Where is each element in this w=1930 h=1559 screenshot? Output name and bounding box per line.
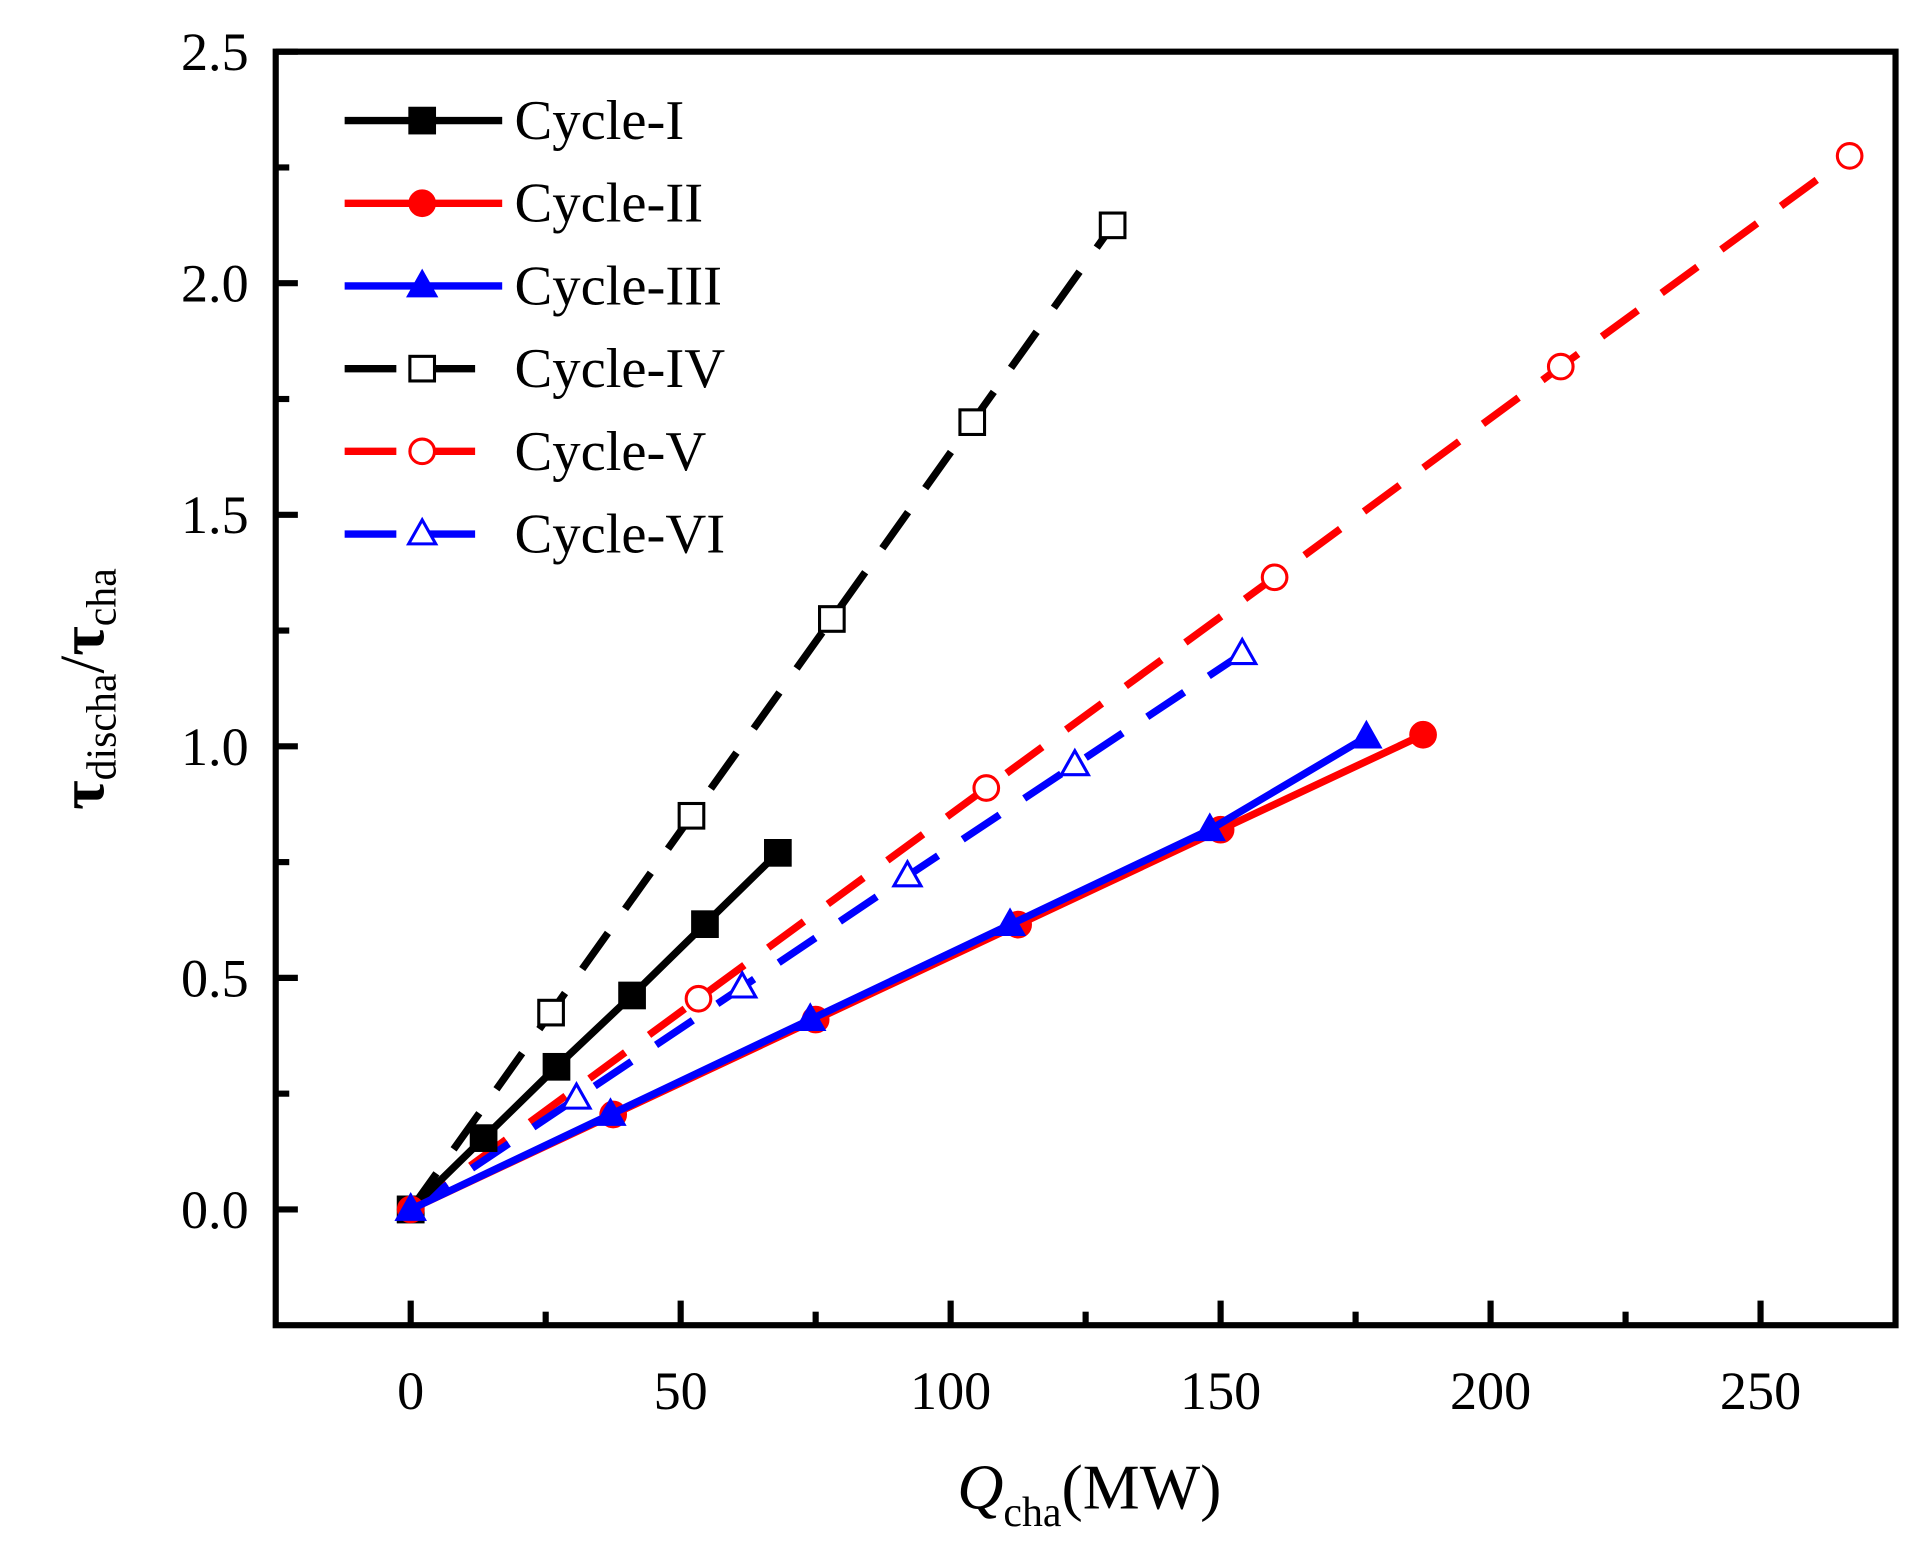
y-tick-label: 1.5 xyxy=(181,485,249,545)
y-tick-label: 2.5 xyxy=(181,22,249,82)
legend: Cycle-I Cycle-II Cycle-III Cycle-IV Cycle-V C… xyxy=(344,90,726,565)
series-line xyxy=(408,152,1852,1213)
legend-label: Cycle-I xyxy=(515,90,685,152)
data-point xyxy=(684,984,713,1013)
legend-marker xyxy=(408,354,437,383)
legend-item: Cycle-V xyxy=(344,421,707,483)
data-point xyxy=(794,1002,827,1031)
legend-label: Cycle-V xyxy=(515,421,707,483)
series-cycle-iv xyxy=(396,211,1127,1224)
legend-label: Cycle-IV xyxy=(515,338,726,400)
y-tick-label: 0.0 xyxy=(181,1180,249,1240)
data-point xyxy=(691,910,719,939)
x-tick-label: 0 xyxy=(397,1361,424,1421)
legend-item: Cycle-VI xyxy=(344,503,726,565)
legend-marker xyxy=(406,516,439,546)
plot-frame xyxy=(272,48,1899,1329)
data-point xyxy=(764,839,792,867)
data-point xyxy=(1260,563,1289,592)
legend-marker xyxy=(408,189,437,218)
data-point xyxy=(726,969,759,999)
y-axis-label: τdischa/τcha xyxy=(46,568,125,810)
legend-item: Cycle-II xyxy=(344,173,704,235)
data-point xyxy=(1058,747,1092,777)
x-tick-label: 150 xyxy=(1180,1361,1261,1421)
data-point xyxy=(1409,720,1437,749)
legend-item: Cycle-I xyxy=(344,90,685,152)
data-point xyxy=(891,858,924,888)
series-cycle-iii xyxy=(394,719,1383,1221)
data-point xyxy=(394,1192,427,1221)
x-tick-label: 250 xyxy=(1720,1361,1801,1421)
x-tick-label: 200 xyxy=(1450,1361,1531,1421)
x-tick-label: 50 xyxy=(654,1361,708,1421)
data-point xyxy=(537,998,565,1027)
legend-item: Cycle-IV xyxy=(344,338,726,400)
data-point xyxy=(1350,719,1383,749)
legend-item: Cycle-III xyxy=(344,255,722,317)
series-line xyxy=(408,650,1245,1213)
data-point xyxy=(542,1052,571,1081)
data-point xyxy=(993,907,1027,937)
legend-label: Cycle-II xyxy=(515,173,704,235)
data-point xyxy=(1193,812,1226,842)
series-cycle-i xyxy=(396,839,792,1224)
axis-ticks: 0 50 100 150 200 250 0.0 0.5 1.0 1.5 2.0 2.5 xyxy=(181,22,1801,1421)
series-cycle-vi xyxy=(394,636,1259,1221)
data-point xyxy=(1546,352,1575,381)
data-point xyxy=(1835,142,1864,170)
y-tick-label: 0.5 xyxy=(181,948,249,1008)
x-tick-label: 100 xyxy=(910,1361,991,1421)
legend-marker xyxy=(406,268,439,298)
series-line xyxy=(409,733,1369,1213)
data-point xyxy=(677,801,706,830)
data-point xyxy=(469,1124,498,1152)
legend-marker xyxy=(408,437,437,466)
series-line xyxy=(408,850,781,1213)
data-point xyxy=(972,774,1001,802)
data-point xyxy=(818,605,846,633)
legend-label: Cycle-III xyxy=(515,255,722,317)
series-line xyxy=(407,223,1116,1212)
data-point xyxy=(1098,211,1127,240)
y-tick-label: 2.0 xyxy=(181,254,249,314)
data-point xyxy=(560,1081,593,1110)
data-point xyxy=(958,408,987,437)
y-tick-label: 1.0 xyxy=(181,717,249,777)
legend-label: Cycle-VI xyxy=(515,503,726,565)
data-point xyxy=(594,1097,627,1126)
data-point xyxy=(618,981,646,1010)
series-layer xyxy=(394,142,1864,1224)
legend-marker xyxy=(408,106,437,135)
x-axis-label: Qcha(MW) xyxy=(957,1452,1221,1536)
data-point xyxy=(1226,636,1259,666)
